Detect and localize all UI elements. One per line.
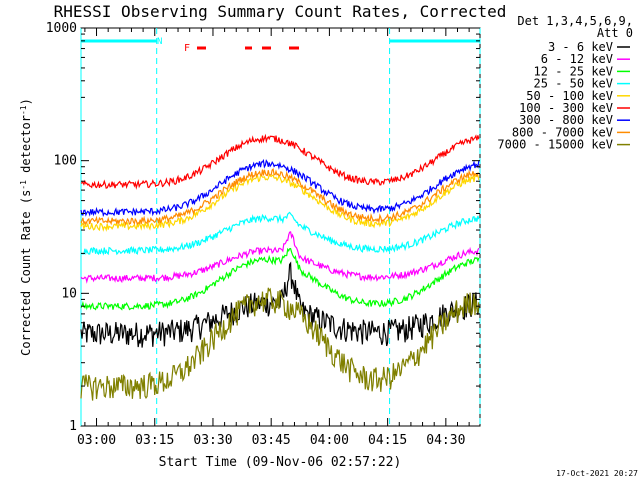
axes-layer: 1 10 100 1000 03:00 03:15 03:30 03:45 04:00 04:15… <box>46 21 480 448</box>
y-tick-label: 1000 <box>46 21 77 36</box>
y-tick-label: 10 <box>61 286 77 301</box>
legend-header-line1: Det 1,3,4,5,6,9, <box>517 14 633 28</box>
legend-label: 800 - 7000 keV <box>512 125 613 139</box>
night-markers <box>80 28 481 426</box>
series-line <box>80 167 479 226</box>
flare-flag-label: F <box>184 43 190 54</box>
series-line <box>80 247 480 311</box>
timestamp: 17-Oct-2021 20:27 <box>556 469 638 478</box>
x-tick-label: 03:45 <box>252 433 291 448</box>
legend-label: 12 - 25 keV <box>534 64 613 78</box>
x-tick-label: 04:30 <box>426 433 465 448</box>
x-tick-label: 03:30 <box>193 433 232 448</box>
night-flag-label: N <box>157 37 162 47</box>
y-axis-label: Corrected Count Rate (s-1 detector-1) <box>19 98 34 356</box>
x-axis-label: Start Time (09-Nov-06 02:57:22) <box>159 455 402 470</box>
legend-label: 7000 - 15000 keV <box>497 138 613 152</box>
chart-title: RHESSI Observing Summary Count Rates, Co… <box>54 2 507 21</box>
legend-label: 6 - 12 keV <box>541 52 613 66</box>
y-tick-label: 1 <box>69 419 77 434</box>
legend-label: 3 - 6 keV <box>548 40 613 54</box>
series-line <box>80 158 480 218</box>
series-line <box>80 261 480 348</box>
series-line <box>80 287 480 401</box>
series-line <box>80 173 480 232</box>
legend-header-line2: Att 0 <box>597 26 633 40</box>
legend-label: 25 - 50 keV <box>534 77 613 91</box>
series-line <box>80 231 480 284</box>
legend-label: 300 - 800 keV <box>519 113 613 127</box>
y-tick-label: 100 <box>54 154 77 169</box>
x-tick-label: 04:15 <box>368 433 407 448</box>
legend-label: 50 - 100 keV <box>526 89 613 103</box>
legend-label: 100 - 300 keV <box>519 101 613 115</box>
x-tick-label: 03:00 <box>77 433 116 448</box>
series-line <box>80 211 480 256</box>
series-layer <box>80 133 480 401</box>
x-tick-label: 04:00 <box>310 433 349 448</box>
series-line <box>80 133 480 190</box>
x-tick-label: 03:15 <box>135 433 174 448</box>
